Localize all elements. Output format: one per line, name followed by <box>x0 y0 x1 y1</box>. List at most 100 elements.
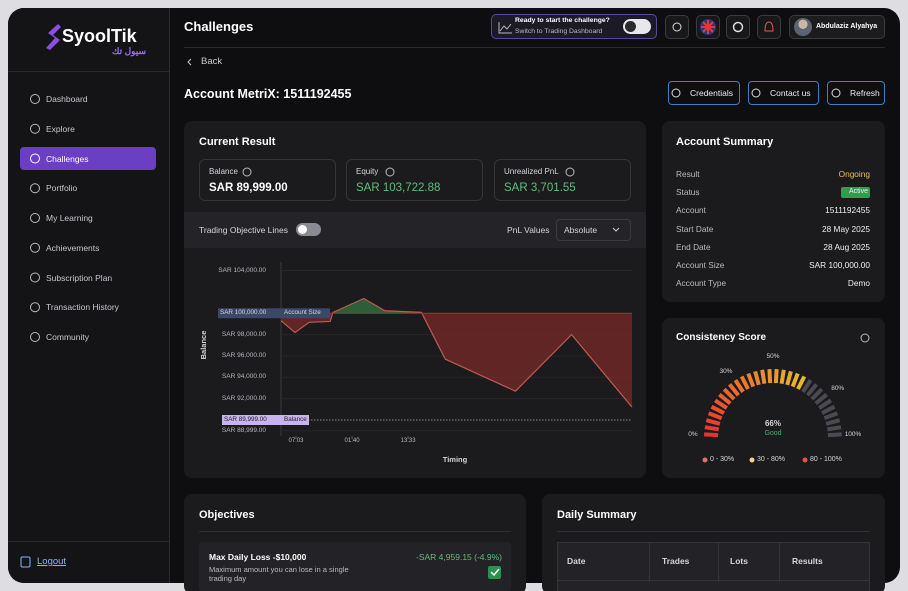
nav-icon <box>30 332 40 342</box>
nav-item[interactable]: Explore <box>46 123 75 134</box>
user-name: Abdulaziz Alyahya <box>816 23 878 30</box>
summary-label: Account Size <box>676 260 725 270</box>
objective-description: Maximum amount you can lose in a single … <box>209 565 349 583</box>
gauge-segment <box>722 387 736 401</box>
gauge-segment <box>827 425 842 432</box>
y-tick-label: SAR 98,000.00 <box>221 330 266 338</box>
logout-link[interactable]: Logout <box>37 556 67 567</box>
status-badge <box>841 187 870 198</box>
summary-value: SAR 100,000.00 <box>809 260 870 270</box>
action-button[interactable] <box>827 81 885 105</box>
action-button[interactable] <box>748 81 819 105</box>
brand-name: SyoolTik <box>62 26 137 46</box>
sidebar-divider <box>8 541 170 542</box>
table-header: Lots <box>730 556 748 566</box>
card-divider <box>557 531 870 532</box>
toggle-knob <box>298 225 307 234</box>
nav-icon <box>30 213 40 223</box>
nav-icon <box>30 272 40 283</box>
toggle-label: Trading Objective Lines <box>199 225 288 235</box>
theme-icon <box>672 22 682 32</box>
action-button[interactable] <box>668 81 740 105</box>
table-column-divider <box>649 542 650 582</box>
gauge-segment <box>703 432 719 438</box>
summary-value: Ongoing <box>838 169 870 179</box>
nav-item[interactable]: My Learning <box>46 213 93 223</box>
area-above <box>281 298 632 314</box>
card <box>662 121 885 302</box>
gauge-segment <box>773 368 779 384</box>
select[interactable] <box>556 219 631 241</box>
gauge-segment <box>818 398 832 410</box>
metric-label: Balance <box>209 167 238 176</box>
gauge-segment <box>746 372 756 388</box>
x-tick-label: 07:03 <box>288 438 304 444</box>
action-label[interactable]: Credentials <box>690 88 733 98</box>
table-column-divider <box>779 542 780 582</box>
reference-tag-box <box>281 414 309 425</box>
nav-item[interactable]: Achievements <box>46 242 100 253</box>
gauge-segment <box>767 368 773 384</box>
summary-value: Active <box>848 188 868 196</box>
card-title: Current Result <box>199 136 276 148</box>
icon-button[interactable] <box>757 15 781 39</box>
legend-dot <box>749 457 755 463</box>
back-link[interactable]: Back <box>201 56 223 67</box>
nav-icon <box>30 123 40 134</box>
gauge-segment <box>814 393 828 405</box>
nav-item[interactable]: Community <box>46 332 89 342</box>
action-label[interactable]: Refresh <box>850 88 880 98</box>
gauge-rating: Good <box>764 430 782 437</box>
gauge-segment <box>790 372 800 388</box>
nav-item[interactable]: Transaction History <box>46 302 119 313</box>
action-label[interactable]: Contact us <box>770 88 811 98</box>
objective-value: -SAR 4,959.15 (-4.9%) <box>416 552 502 562</box>
table-column-divider <box>718 542 719 582</box>
button-icon <box>831 88 841 98</box>
checkbox[interactable] <box>488 566 501 579</box>
y-axis-label: Balance <box>199 330 208 360</box>
gauge-segment <box>810 387 824 401</box>
metric-card <box>199 159 336 201</box>
gauge-segment <box>823 411 839 421</box>
reference-label: SAR 100,000.00 <box>220 309 267 317</box>
objective-title: Max Daily Loss -$10,000 <box>209 552 307 562</box>
nav-item[interactable]: Portfolio <box>46 183 78 194</box>
info-icon <box>860 333 870 343</box>
icon-button[interactable] <box>665 15 689 39</box>
nav-item[interactable]: Dashboard <box>46 94 88 104</box>
summary-label: Account <box>676 205 706 216</box>
gauge-segment <box>785 370 793 386</box>
logout-icon <box>20 556 31 568</box>
info-icon <box>565 167 575 177</box>
legend-label: 30 - 80% <box>757 456 786 463</box>
reference-label: SAR 89,999.00 <box>224 415 267 423</box>
nav-icon <box>30 94 40 104</box>
nav-item[interactable]: Subscription Plan <box>46 272 113 283</box>
card-divider <box>199 531 511 532</box>
select-value[interactable]: Absolute <box>564 225 598 235</box>
summary-label: Start Date <box>676 223 714 234</box>
metric-label: Equity <box>356 167 379 176</box>
reference-tag: Balance <box>284 415 307 423</box>
gauge-segment <box>733 379 745 393</box>
metric-value: SAR 3,701.55 <box>504 182 576 194</box>
y-tick-label: SAR 88,999.00 <box>221 426 266 434</box>
nav-icon <box>30 242 40 253</box>
table-header: Trades <box>662 556 690 566</box>
button-icon <box>671 88 681 98</box>
select-caret <box>612 227 620 232</box>
gauge-segment <box>718 393 732 405</box>
summary-value: Demo <box>847 278 870 289</box>
table-header: Date <box>567 556 586 566</box>
nav-item[interactable]: Challenges <box>46 153 89 164</box>
table <box>557 542 870 591</box>
gauge-value: 66% <box>764 419 781 428</box>
logo-icon <box>46 24 61 50</box>
legend-label: 0 - 30% <box>710 456 735 463</box>
card-title: Daily Summary <box>557 509 637 521</box>
icon-button[interactable] <box>726 15 750 39</box>
card-title: Consistency Score <box>676 332 767 343</box>
brand-arabic: سيول تك <box>112 46 147 56</box>
